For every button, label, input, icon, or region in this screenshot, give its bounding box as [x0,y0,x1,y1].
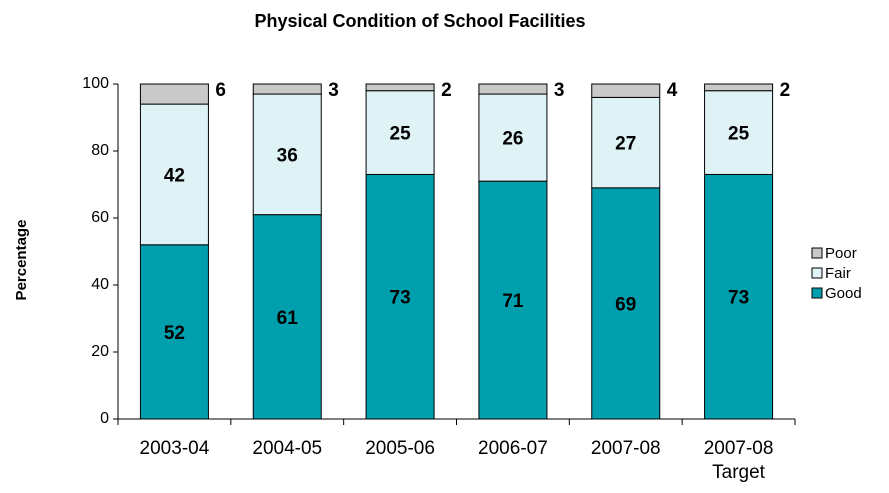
data-label: 3 [328,80,339,101]
data-label: 2 [780,80,791,101]
bar-segment [252,214,322,420]
bar-segment [252,83,322,95]
bar-segment [591,83,661,98]
data-label: 27 [615,134,636,155]
bar-segment [139,103,209,246]
data-label: 61 [277,308,299,329]
y-tick-label: 20 [91,343,109,360]
data-label: 6 [215,80,226,101]
bar-segment [478,93,548,182]
data-label: 3 [554,80,565,101]
x-tick-label: 2006-07 [478,438,548,459]
data-label: 2 [441,80,452,101]
chart-title: Physical Condition of School Facilities [254,11,585,31]
data-label: 4 [667,80,678,101]
data-label: 73 [390,288,411,309]
legend-label: Poor [825,245,857,262]
bar-segment [704,173,774,420]
data-label: 71 [502,291,524,312]
bar-segment [591,187,661,420]
data-label: 52 [164,323,185,344]
y-tick-label: 80 [91,142,109,159]
legend-swatch [811,247,823,259]
data-label: 69 [615,294,636,315]
bar-segment [139,83,209,105]
y-tick-label: 40 [91,276,109,293]
legend-label: Fair [825,265,851,282]
data-label: 25 [728,124,750,145]
bar-segment [365,90,435,175]
x-tick-label: 2007-08 Target [703,438,774,483]
bar-segment [704,83,774,92]
data-label: 36 [277,145,298,166]
bar-segment [365,83,435,92]
y-tick-label: 60 [91,209,109,226]
legend-label: Good [825,285,862,302]
legend-swatch [811,267,823,279]
data-label: 26 [502,129,523,150]
data-label: 25 [390,124,412,145]
bar-segment [365,173,435,420]
y-tick-label: 100 [82,75,109,92]
bar-segment [591,96,661,189]
legend-swatch [811,287,823,299]
x-tick-label: 2003-04 [139,438,210,459]
y-tick-label: 0 [100,410,109,427]
bar-segment [704,90,774,175]
data-label: 73 [728,288,749,309]
x-tick-label: 2007-08 [590,438,661,459]
x-tick-label: 2004-05 [252,438,323,459]
data-label: 42 [164,165,185,186]
bar-segment [139,244,209,420]
bar-segment [478,83,548,95]
bar-segment [252,93,322,216]
y-axis-label: Percentage [13,220,30,301]
x-tick-label: 2005-06 [365,438,435,459]
